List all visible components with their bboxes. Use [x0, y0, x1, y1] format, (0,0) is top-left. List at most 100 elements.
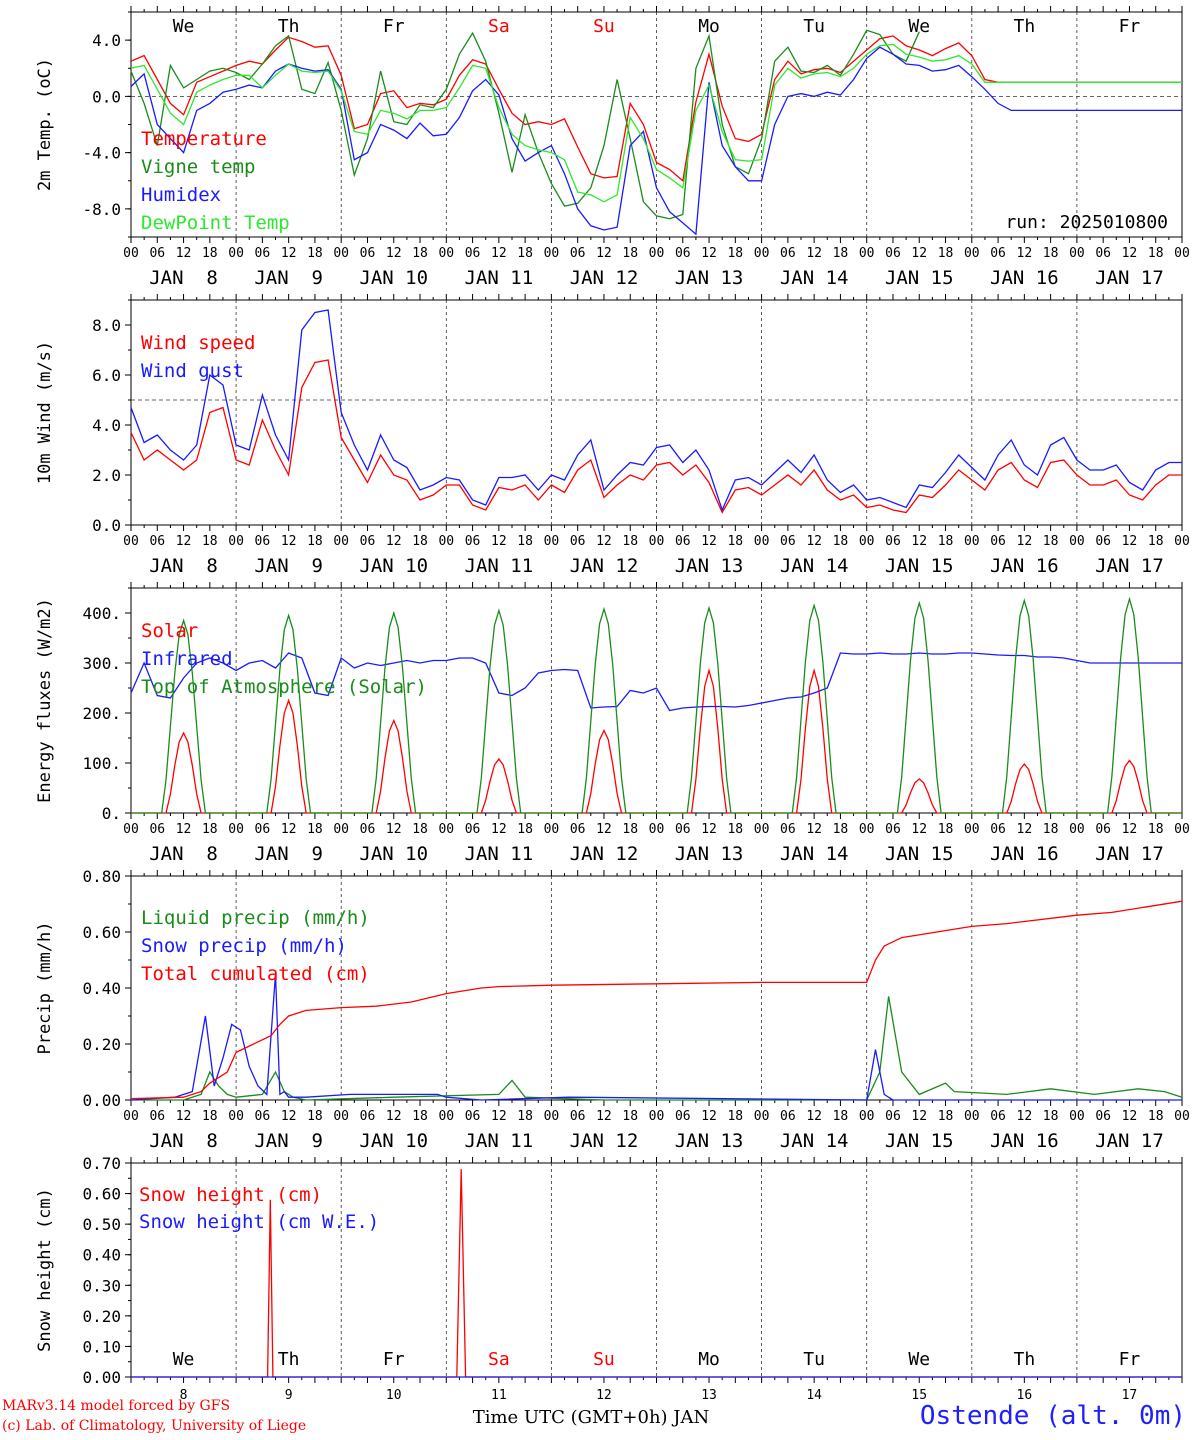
day-label: JAN 10 [359, 555, 428, 577]
hour-tick-label: 00 [1069, 822, 1085, 837]
day-label: JAN 13 [675, 1130, 744, 1152]
day-label: JAN 14 [780, 843, 849, 865]
hour-tick-label: 12 [596, 246, 612, 261]
day-label: JAN 11 [465, 267, 534, 289]
day-label: JAN 12 [570, 1130, 639, 1152]
day-label: JAN 10 [359, 267, 428, 289]
hour-tick-label: 00 [1174, 1109, 1190, 1124]
hour-tick-label: 06 [780, 1109, 796, 1124]
legend-entry: Humidex [141, 184, 221, 206]
legend-entry: Snow height (cm) [139, 1184, 322, 1206]
hour-tick-label: 12 [491, 822, 507, 837]
hour-tick-label: 12 [491, 246, 507, 261]
hour-tick-label: 06 [360, 246, 376, 261]
hour-tick-label: 12 [1017, 246, 1033, 261]
hour-tick-label: 00 [649, 1109, 665, 1124]
y-tick-label: -8.0 [82, 200, 121, 219]
hour-tick-label: 12 [386, 1109, 402, 1124]
day-label: JAN 17 [1095, 1130, 1164, 1152]
day-label: JAN 9 [254, 843, 323, 865]
hour-tick-label: 18 [202, 534, 218, 549]
hour-tick-label: 12 [1122, 534, 1138, 549]
series-line-liquid-precip-mm-h [131, 996, 1183, 1101]
weekday-label: We [908, 1349, 930, 1370]
hour-tick-label: 12 [281, 246, 297, 261]
hour-tick-label: 18 [1043, 246, 1059, 261]
chart-panel-5 [125, 1157, 1183, 1383]
hour-tick-label: 18 [307, 246, 323, 261]
day-number-label: 14 [806, 1388, 822, 1403]
day-label: JAN 13 [675, 555, 744, 577]
hour-tick-label: 06 [1095, 534, 1111, 549]
hour-tick-label: 18 [517, 534, 533, 549]
hour-tick-label: 18 [833, 822, 849, 837]
hour-tick-label: 12 [701, 822, 717, 837]
hour-tick-label: 18 [307, 822, 323, 837]
hour-tick-label: 06 [1095, 822, 1111, 837]
y-tick-label: 0.20 [82, 1307, 121, 1326]
y-tick-label: 0.30 [82, 1276, 121, 1295]
hour-tick-label: 12 [176, 534, 192, 549]
day-label: JAN 9 [254, 267, 323, 289]
legend-entry: DewPoint Temp [141, 212, 290, 234]
hour-tick-label: 06 [1095, 246, 1111, 261]
day-label: JAN 8 [149, 843, 218, 865]
hour-tick-label: 12 [911, 822, 927, 837]
hour-tick-label: 00 [544, 822, 560, 837]
day-label: JAN 15 [885, 267, 954, 289]
hour-tick-label: 18 [517, 246, 533, 261]
weekday-label: Mo [698, 16, 720, 37]
hour-tick-label: 18 [833, 246, 849, 261]
hour-tick-label: 00 [1174, 246, 1190, 261]
y-tick-label: 0.60 [82, 923, 121, 942]
hour-tick-label: 18 [727, 246, 743, 261]
hour-tick-label: 12 [596, 1109, 612, 1124]
hour-tick-label: 00 [544, 534, 560, 549]
hour-tick-label: 06 [570, 822, 586, 837]
day-label: JAN 16 [990, 555, 1059, 577]
legend-entry: Wind gust [141, 360, 244, 382]
hour-tick-label: 00 [1174, 822, 1190, 837]
hour-tick-label: 12 [281, 822, 297, 837]
series-line-infrared [130, 652, 1182, 712]
hour-tick-label: 06 [149, 246, 165, 261]
weekday-label: Su [593, 1349, 615, 1370]
hour-tick-label: 18 [622, 822, 638, 837]
y-tick-label: 0.0 [92, 87, 121, 106]
hour-tick-label: 00 [228, 822, 244, 837]
hour-tick-label: 12 [281, 534, 297, 549]
hour-tick-label: 12 [386, 246, 402, 261]
day-label: JAN 17 [1095, 555, 1164, 577]
hour-tick-label: 06 [675, 246, 691, 261]
lab-credit: (c) Lab. of Climatology, University of L… [2, 1418, 307, 1434]
hour-tick-label: 12 [176, 1109, 192, 1124]
y-tick-label: 0.50 [82, 1215, 121, 1234]
day-label: JAN 16 [990, 843, 1059, 865]
hour-tick-label: 06 [990, 246, 1006, 261]
day-label: JAN 14 [780, 555, 849, 577]
hour-tick-label: 00 [123, 1109, 139, 1124]
hour-tick-label: 00 [544, 246, 560, 261]
hour-tick-label: 06 [675, 822, 691, 837]
chart-panel-2 [125, 294, 1183, 531]
hour-tick-label: 06 [465, 246, 481, 261]
y-tick-label: 200. [82, 704, 121, 723]
hour-tick-label: 06 [780, 822, 796, 837]
hour-tick-label: 12 [806, 1109, 822, 1124]
day-label: JAN 8 [149, 1130, 218, 1152]
hour-tick-label: 12 [1017, 822, 1033, 837]
hour-tick-label: 18 [412, 822, 428, 837]
hour-tick-label: 12 [806, 822, 822, 837]
hour-tick-label: 00 [333, 1109, 349, 1124]
hour-tick-label: 06 [570, 1109, 586, 1124]
hour-tick-label: 06 [885, 1109, 901, 1124]
hour-tick-label: 06 [360, 534, 376, 549]
hour-tick-label: 18 [517, 1109, 533, 1124]
hour-tick-label: 00 [333, 822, 349, 837]
legend-entry: Temperature [141, 128, 267, 150]
hour-tick-label: 00 [123, 534, 139, 549]
hour-tick-label: 00 [754, 1109, 770, 1124]
hour-tick-label: 06 [990, 822, 1006, 837]
y-axis-label: Energy fluxes (W/m2) [35, 598, 55, 803]
hour-tick-label: 00 [438, 1109, 454, 1124]
